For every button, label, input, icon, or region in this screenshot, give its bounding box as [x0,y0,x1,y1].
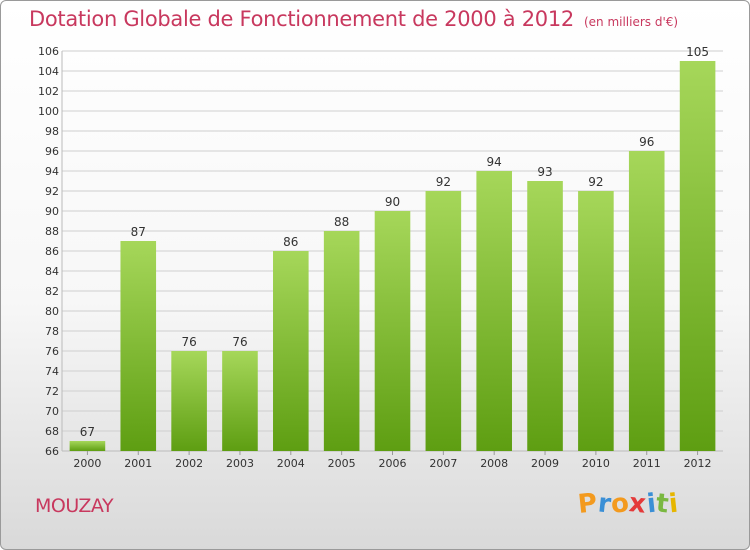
bar [476,171,512,451]
bar [273,251,309,451]
data-label: 93 [537,165,552,179]
bar [374,211,411,451]
data-label: 86 [283,235,298,249]
x-tick-label: 2009 [531,457,559,470]
bar [628,151,665,451]
y-tick-label: 68 [45,425,59,438]
bar [323,231,360,451]
data-label: 94 [487,155,502,169]
bar [578,191,614,451]
y-tick-label: 76 [45,345,59,358]
x-tick-label: 2010 [582,457,610,470]
y-tick-label: 66 [45,445,59,458]
bar [120,241,157,451]
y-tick-label: 96 [45,145,59,158]
x-tick-label: 2007 [429,457,457,470]
y-tick-label: 70 [45,405,59,418]
data-label: 105 [686,45,709,59]
logo-letter: i [667,488,680,520]
x-tick-label: 2008 [480,457,508,470]
x-tick-label: 2012 [684,457,712,470]
x-tick-label: 2005 [328,457,356,470]
title-text: Dotation Globale de Fonctionnement de 20… [29,7,574,31]
y-tick-label: 80 [45,305,59,318]
chart-title: Dotation Globale de Fonctionnement de 20… [29,7,678,31]
chart-subtitle: (en milliers d'€) [583,15,679,29]
bar [69,441,106,451]
data-label: 92 [588,175,603,189]
x-tick-label: 2003 [226,457,254,470]
y-tick-label: 98 [45,125,59,138]
y-tick-label: 84 [45,265,59,278]
y-tick-label: 86 [45,245,59,258]
data-label: 92 [436,175,451,189]
y-tick-label: 72 [45,385,59,398]
x-tick-label: 2006 [379,457,407,470]
x-tick-label: 2000 [73,457,101,470]
bar [679,61,716,451]
x-tick-label: 2004 [277,457,305,470]
data-label: 76 [232,335,247,349]
y-tick-label: 104 [38,65,59,78]
y-tick-label: 88 [45,225,59,238]
bar [171,351,207,451]
data-label: 96 [639,135,654,149]
bar [425,191,462,451]
data-label: 67 [80,425,95,439]
y-tick-label: 90 [45,205,59,218]
x-tick-label: 2011 [633,457,661,470]
y-tick-label: 82 [45,285,59,298]
proxiti-logo: Proxiti [576,488,680,520]
bar [527,181,563,451]
data-label: 88 [334,215,349,229]
y-tick-label: 92 [45,185,59,198]
data-label: 76 [181,335,196,349]
y-tick-label: 100 [38,105,59,118]
y-tick-label: 106 [38,45,59,58]
commune-name: MOUZAY [35,495,114,517]
x-tick-label: 2002 [175,457,203,470]
y-tick-label: 74 [45,365,59,378]
y-tick-label: 102 [38,85,59,98]
x-tick-label: 2001 [124,457,152,470]
y-tick-label: 94 [45,165,59,178]
y-tick-label: 78 [45,325,59,338]
bar [222,351,258,451]
data-label: 87 [131,225,146,239]
data-label: 90 [385,195,400,209]
